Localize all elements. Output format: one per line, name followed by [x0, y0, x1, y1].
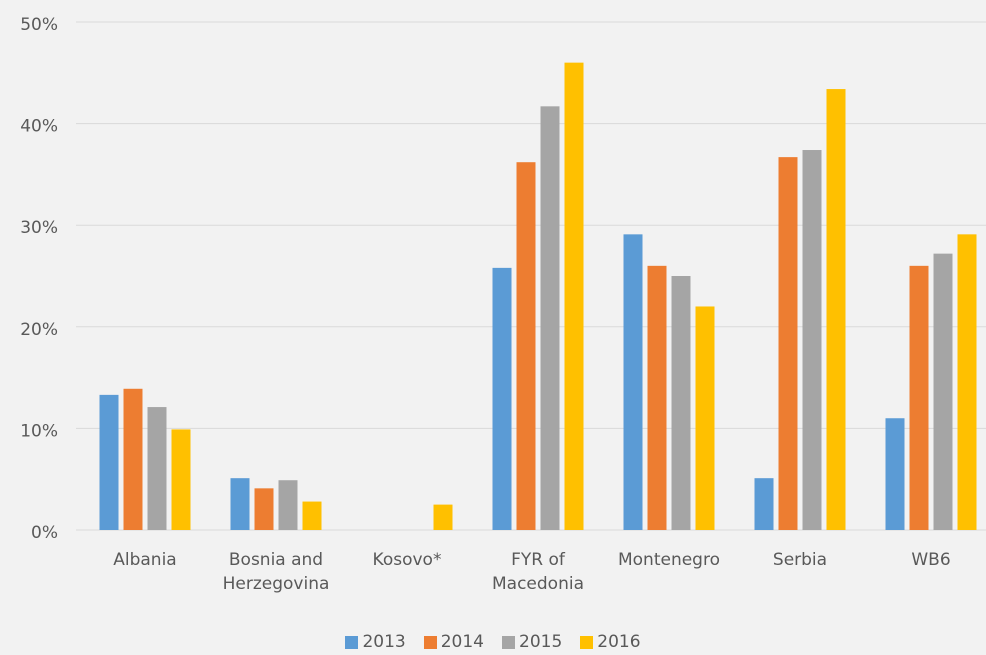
plot-area: 0% 10% 20% 30% 40% 50%	[20, 15, 986, 543]
y-tick-label: 40%	[20, 117, 58, 137]
legend-swatch	[345, 635, 359, 649]
legend-item: 2014	[423, 632, 484, 652]
legend-label: 2015	[519, 632, 563, 652]
bar	[754, 478, 774, 530]
x-tick-label: Kosovo*	[372, 550, 442, 570]
bar	[123, 388, 143, 530]
bar	[671, 276, 691, 530]
bar	[802, 150, 822, 531]
legend-item: 2016	[580, 632, 641, 652]
bar	[909, 265, 929, 530]
bar	[433, 504, 453, 530]
bar	[171, 429, 191, 530]
legend-swatch	[580, 635, 594, 649]
legend: 2013 2014 2015 2016	[0, 632, 986, 652]
y-tick-label: 10%	[20, 421, 58, 441]
legend-label: 2016	[597, 632, 641, 652]
bar	[647, 265, 667, 530]
x-tick-label: FYR of Macedonia	[492, 550, 584, 594]
bar	[957, 234, 977, 530]
legend-label: 2014	[440, 632, 484, 652]
bar	[778, 157, 798, 531]
bar	[147, 407, 167, 530]
bar	[564, 62, 584, 530]
bar	[254, 488, 274, 530]
bar	[695, 306, 715, 530]
bar	[230, 478, 250, 530]
x-tick-label: Serbia	[772, 550, 828, 570]
bar	[516, 162, 536, 530]
bar	[278, 480, 298, 530]
legend-item: 2015	[502, 632, 562, 652]
bar	[885, 418, 905, 530]
x-tick-label: Montenegro	[617, 550, 720, 570]
y-tick-label: 30%	[20, 218, 58, 238]
bar	[302, 501, 322, 530]
legend-swatch	[423, 635, 437, 649]
bar	[492, 267, 512, 530]
y-tick-label: 0%	[31, 523, 58, 543]
x-tick-label: Albania	[113, 550, 177, 570]
legend-label: 2013	[362, 632, 406, 652]
legend-swatch	[502, 635, 515, 649]
bar	[540, 106, 560, 530]
bar	[623, 234, 643, 530]
y-tick-label: 50%	[20, 15, 58, 35]
bar	[933, 253, 953, 530]
y-tick-label: 20%	[20, 320, 58, 340]
x-tick-label: WB6	[911, 550, 951, 570]
legend-item: 2013	[345, 632, 406, 652]
bar	[826, 89, 846, 530]
bar	[99, 394, 119, 530]
x-tick-label: Bosnia and Herzegovina	[222, 550, 330, 594]
